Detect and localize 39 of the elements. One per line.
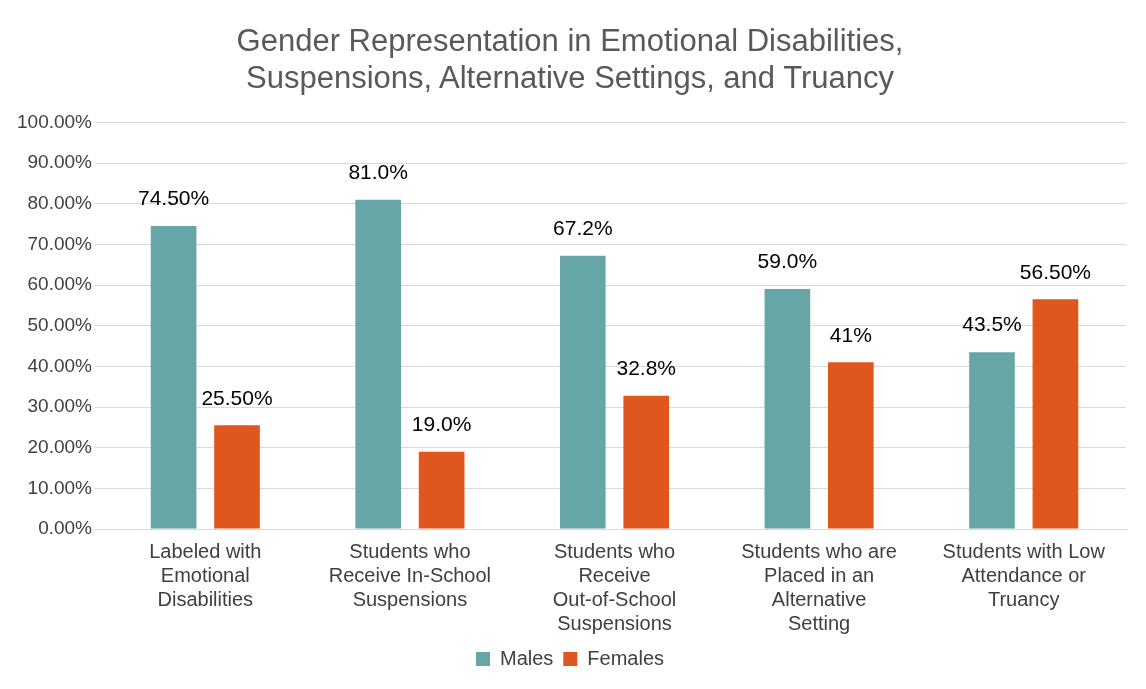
data-label: 43.5% xyxy=(962,312,1022,336)
legend-label: Males xyxy=(499,646,554,669)
x-tick-label: Students who are Placed in an Alternative Setting xyxy=(741,539,897,634)
y-tick-label: 10.00% xyxy=(27,476,93,498)
data-label: 41% xyxy=(829,322,872,346)
bar xyxy=(355,199,402,529)
bar xyxy=(764,289,811,529)
y-tick-label: 100.00% xyxy=(16,110,93,132)
y-tick-label: 60.00% xyxy=(27,273,93,295)
bar xyxy=(150,226,197,529)
data-label: 19.0% xyxy=(411,412,472,436)
data-label: 32.8% xyxy=(616,355,676,379)
chart-title: Gender Representation in Emotional Disabilities, Suspensions, Alternative Settings, and Truancy xyxy=(236,23,904,96)
y-tick-label: 0.00% xyxy=(38,517,93,539)
bar xyxy=(969,352,1015,529)
bar xyxy=(214,425,260,529)
x-tick-label: Students who Receive Out-of-School Suspensions xyxy=(552,539,677,634)
data-label: 56.50% xyxy=(1019,259,1092,283)
x-tick-label: Students who Receive In-School Suspensions xyxy=(328,539,492,610)
y-tick-label: 70.00% xyxy=(27,232,93,254)
data-label: 67.2% xyxy=(553,216,613,240)
y-tick-label: 80.00% xyxy=(27,191,93,213)
bar xyxy=(827,362,874,529)
x-tick-label: Labeled with Emotional Disabilities xyxy=(149,539,262,610)
data-label: 59.0% xyxy=(757,249,818,273)
x-tick-label: Students with Low Attendance or Truancy xyxy=(942,539,1106,610)
y-tick-label: 50.00% xyxy=(27,313,93,335)
y-tick-label: 30.00% xyxy=(27,395,93,417)
bar xyxy=(559,255,606,529)
data-label: 81.0% xyxy=(348,159,408,183)
y-tick-label: 40.00% xyxy=(27,354,93,376)
bar xyxy=(418,451,465,529)
y-tick-label: 90.00% xyxy=(27,151,93,173)
legend-label: Females xyxy=(587,646,665,669)
bar xyxy=(1032,299,1079,529)
bar xyxy=(623,395,670,529)
y-tick-label: 20.00% xyxy=(27,435,93,457)
data-label: 74.50% xyxy=(137,186,210,210)
data-label: 25.50% xyxy=(201,385,273,409)
